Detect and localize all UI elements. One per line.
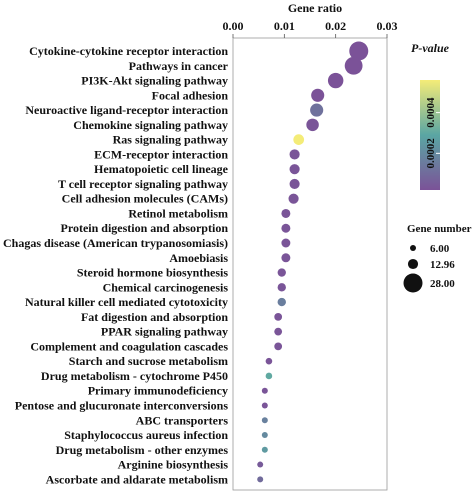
data-point [277,283,286,292]
category-label: Primary immunodeficiency [88,384,228,398]
x-tick-label: 0.01 [274,19,295,33]
category-label: Chagas disease (American trypanosomiasis… [3,236,228,250]
data-point [289,149,300,160]
category-label: Retinol metabolism [128,206,228,220]
data-point [261,402,268,409]
data-point [289,164,300,175]
data-point [289,178,300,189]
data-point [281,253,291,263]
category-label: Pathways in cancer [129,59,229,73]
category-label: Neuroactive ligand-receptor interaction [25,103,228,117]
x-tick-label: 0.00 [223,19,244,33]
data-point [293,134,305,145]
data-point [344,56,363,75]
category-label: Cytokine-cytokine receptor interaction [29,44,228,58]
x-tick-label: 0.02 [325,19,346,33]
category-label: Starch and sucrose metabolism [69,354,228,368]
size-legend: 6.00 12.96 28.00 [403,243,455,293]
data-point [277,297,286,307]
x-tick-label: 0.03 [377,19,398,33]
data-point [277,268,286,277]
category-label: PI3K-Akt signaling pathway [81,74,228,88]
data-point [274,327,283,336]
size-legend-dot [410,245,416,251]
data-point [327,72,344,89]
category-label: Arginine biosynthesis [118,458,229,472]
category-label: Chemokine signaling pathway [73,118,228,132]
data-point [261,387,268,394]
category-labels: Cytokine-cytokine receptor interactionPa… [3,44,229,486]
category-label: Fat digestion and absorption [81,310,228,324]
category-label: Ras signaling pathway [113,133,228,147]
category-label: Natural killer cell mediated cytotoxicit… [25,295,228,309]
data-point [311,88,325,102]
size-legend-dot [407,258,419,270]
category-label: Chemical carcinogenesis [103,280,229,294]
category-label: Staphylococcus aureus infection [64,428,228,442]
x-axis-title: Gene ratio [288,1,342,15]
data-point [274,342,283,351]
data-points [257,41,369,483]
data-point [257,461,264,468]
size-legend-label: 6.00 [430,243,450,255]
category-label: T cell receptor signaling pathway [58,177,228,191]
plot-frame [232,37,388,491]
data-point [265,357,273,365]
data-point [265,372,273,380]
data-point [281,223,291,233]
x-axis-ticks: 0.00 0.01 0.02 0.03 [223,19,398,38]
category-label: Amoebiasis [169,251,228,265]
data-point [261,446,268,453]
size-legend-title: Gene number [407,223,472,235]
colorbar-ticks: 0.0002 0.0004 [425,97,440,168]
colorbar-tick-label: 0.0002 [425,138,437,169]
category-label: ABC transporters [136,413,229,427]
data-point [310,103,324,117]
category-label: Cell adhesion molecules (CAMs) [62,192,228,206]
category-label: Complement and coagulation cascades [30,339,228,353]
data-point [349,41,369,61]
category-label: ECM-receptor interaction [94,147,228,161]
category-label: Drug metabolism - cytochrome P450 [41,369,228,383]
data-point [261,432,268,439]
category-label: PPAR signaling pathway [101,325,228,339]
size-legend-label: 28.00 [430,278,455,290]
category-label: Drug metabolism - other enzymes [56,443,229,457]
data-point [306,118,319,132]
size-legend-label: 12.96 [430,259,455,271]
data-point [257,476,264,483]
colorbar [420,80,440,190]
data-point [274,312,283,321]
category-label: Protein digestion and absorption [61,221,229,235]
category-label: Focal adhesion [152,88,229,102]
data-point [261,417,268,424]
colorbar-tick-label: 0.0004 [425,97,437,128]
data-point [281,208,291,218]
category-label: Steroid hormone biosynthesis [77,266,228,280]
category-label: Ascorbate and aldarate metabolism [46,472,228,486]
size-legend-dot [403,273,423,293]
colorbar-title: P-value [411,41,450,55]
data-point [281,238,291,248]
category-label: Pentose and glucuronate interconversions [15,398,229,412]
category-label: Hematopoietic cell lineage [94,162,229,176]
data-point [288,193,299,204]
